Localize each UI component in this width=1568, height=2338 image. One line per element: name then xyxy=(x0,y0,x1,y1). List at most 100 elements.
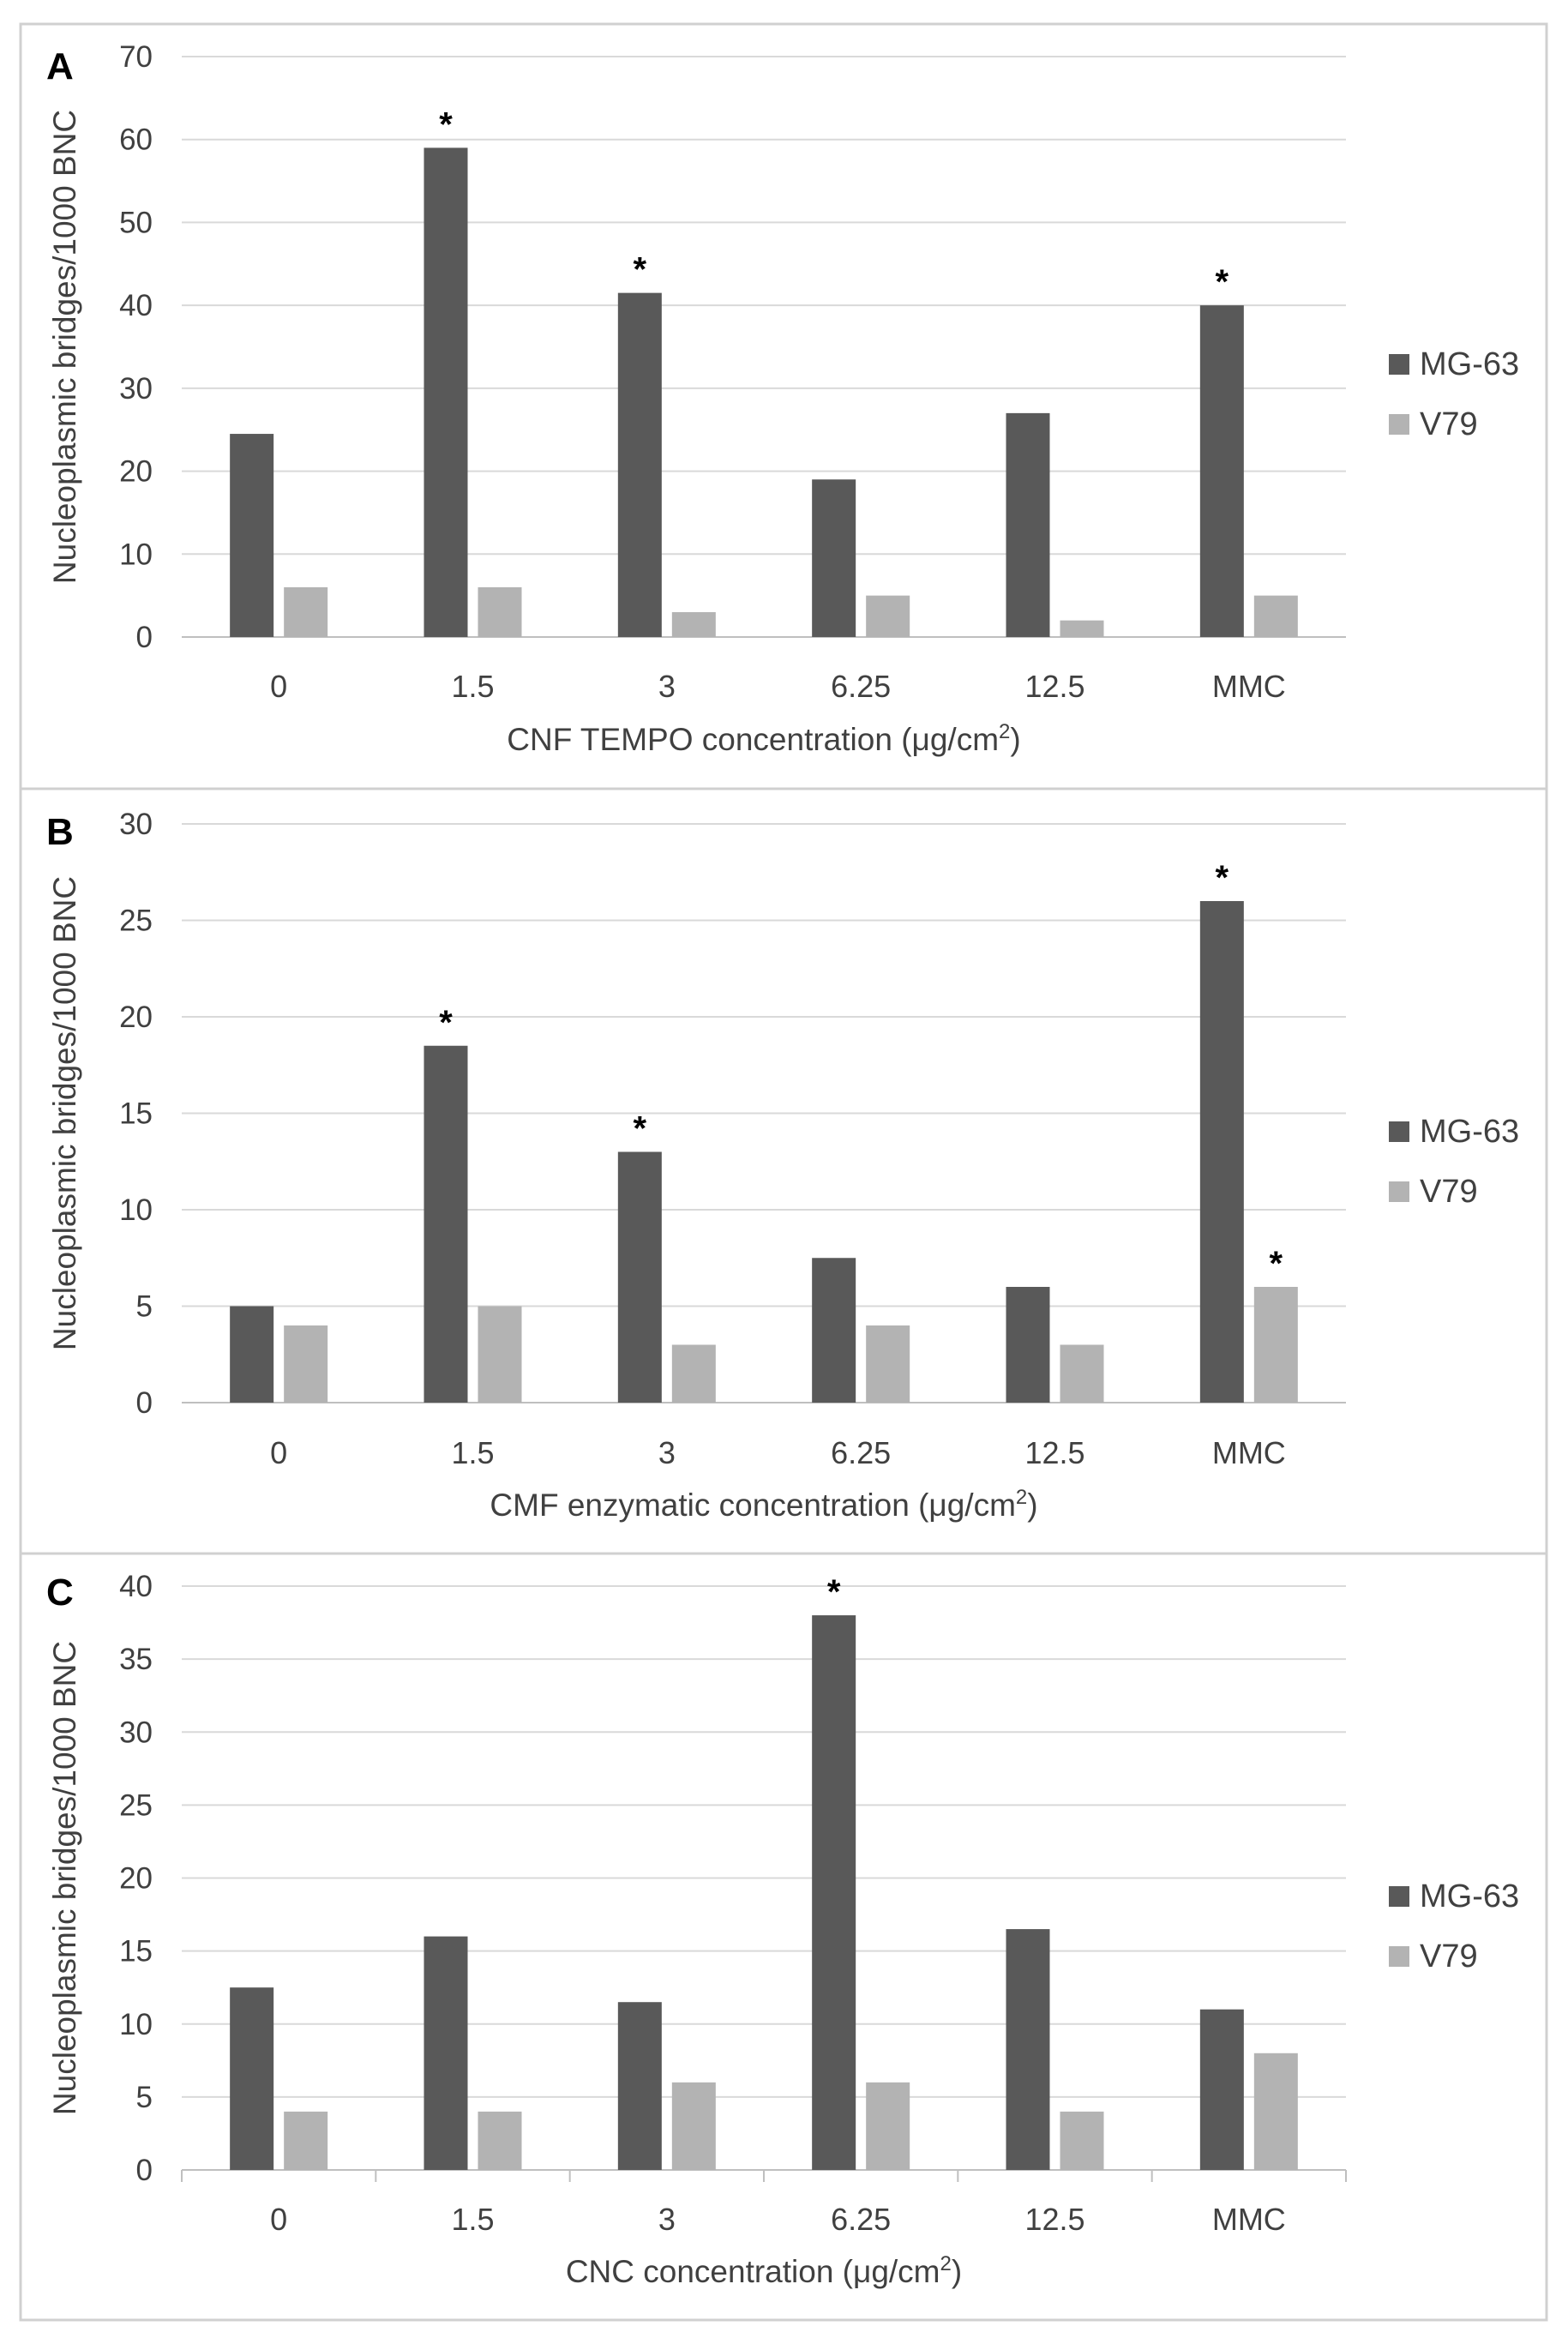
y-tick-label: 25 xyxy=(119,905,153,938)
x-tick-label: 3 xyxy=(658,2202,676,2237)
y-tick-label: 10 xyxy=(119,538,153,571)
legend: MG-63 V79 xyxy=(1389,1878,1519,1974)
y-axis-title: Nucleoplasmic bridges/1000 BNC xyxy=(47,1641,82,2115)
bar-mg63-0 xyxy=(230,434,274,637)
y-tick-label: 20 xyxy=(119,1862,153,1896)
legend-swatch xyxy=(1389,354,1409,375)
panel-c: C 0 5 10 15 20 25 30 35 40 * 0 1.5 3 6.25 12.5 MMC CNC co… xyxy=(19,1552,1548,2322)
bar-mg63-0 xyxy=(230,1306,274,1403)
y-tick-label: 40 xyxy=(119,289,153,322)
bar-v79-2 xyxy=(671,2082,716,2170)
panel-frame xyxy=(19,1552,1548,2322)
x-tick-label: MMC xyxy=(1212,2202,1286,2237)
bar-mg63-2 xyxy=(617,2002,662,2170)
legend-swatch xyxy=(1389,1181,1409,1202)
x-tick-label: 0 xyxy=(270,669,287,704)
x-tick-label: 1.5 xyxy=(451,2202,494,2237)
bar-v79-5 xyxy=(1253,2053,1298,2170)
panel-b: B 0 5 10 15 20 25 30 * * * * 0 1.5 3 6.25 12.5 MMC CMF enz… xyxy=(19,787,1548,1555)
significance-star: * xyxy=(439,105,453,143)
legend-label: V79 xyxy=(1420,1938,1478,1974)
bar-mg63-5 xyxy=(1199,2009,1244,2170)
legend-swatch xyxy=(1389,414,1409,435)
bar-mg63-3 xyxy=(812,1615,856,2170)
panel-frame xyxy=(19,787,1548,1555)
bar-mg63-4 xyxy=(1006,1287,1050,1403)
legend-swatch xyxy=(1389,1946,1409,1967)
bar-mg63-1 xyxy=(424,1936,468,2170)
bar-v79-0 xyxy=(284,2111,328,2170)
bar-v79-4 xyxy=(1060,1344,1104,1403)
bar-v79-3 xyxy=(866,1325,910,1403)
bar-mg63-1 xyxy=(424,147,468,637)
legend-swatch xyxy=(1389,1886,1409,1907)
x-axis-title: CNC concentration (μg/cm2) xyxy=(566,2252,962,2289)
bar-mg63-4 xyxy=(1006,412,1050,637)
significance-star: * xyxy=(1216,263,1229,301)
x-tick-label: MMC xyxy=(1212,1435,1286,1470)
x-tick-label: MMC xyxy=(1212,669,1286,704)
legend: MG-63 V79 xyxy=(1389,1114,1519,1210)
y-tick-label: 35 xyxy=(119,1643,153,1676)
y-tick-label: 60 xyxy=(119,123,153,157)
y-tick-label: 20 xyxy=(119,455,153,489)
y-tick-label: 0 xyxy=(136,621,153,654)
x-tick-label: 6.25 xyxy=(831,2202,891,2237)
bar-v79-1 xyxy=(478,2111,522,2170)
legend-label: V79 xyxy=(1420,406,1478,442)
y-tick-label: 15 xyxy=(119,1097,153,1131)
x-tick-label: 12.5 xyxy=(1024,2202,1084,2237)
bar-v79-2 xyxy=(671,1344,716,1403)
legend-swatch xyxy=(1389,1121,1409,1142)
y-tick-label: 30 xyxy=(119,808,153,841)
x-tick-label: 0 xyxy=(270,2202,287,2237)
y-tick-label: 50 xyxy=(119,206,153,239)
y-tick-label: 70 xyxy=(119,40,153,74)
y-tick-label: 20 xyxy=(119,1001,153,1034)
y-tick-label: 0 xyxy=(136,1386,153,1420)
x-tick-label: 0 xyxy=(270,1435,287,1470)
y-tick-label: 5 xyxy=(136,1290,153,1324)
y-tick-label: 30 xyxy=(119,1716,153,1749)
x-tick-label: 6.25 xyxy=(831,1435,891,1470)
x-tick-label: 6.25 xyxy=(831,669,891,704)
significance-star: * xyxy=(634,251,647,289)
x-tick-label: 3 xyxy=(658,669,676,704)
legend: MG-63 V79 xyxy=(1389,346,1519,442)
x-axis-title: CMF enzymatic concentration (μg/cm2) xyxy=(490,1486,1037,1523)
y-tick-label: 10 xyxy=(119,2008,153,2041)
bar-v79-5 xyxy=(1253,595,1298,637)
significance-star: * xyxy=(1270,1245,1283,1283)
panel-a: A 0 10 20 30 40 50 60 70 * * * 0 1.5 3 6.25 12.5 MMC CNF T… xyxy=(19,22,1548,790)
x-tick-label: 1.5 xyxy=(451,669,494,704)
panel-label: C xyxy=(46,1572,74,1614)
x-tick-label: 12.5 xyxy=(1024,1435,1084,1470)
y-tick-label: 0 xyxy=(136,2154,153,2187)
bar-v79-4 xyxy=(1060,620,1104,637)
panel-label: A xyxy=(46,45,74,87)
bar-v79-3 xyxy=(866,595,910,637)
y-axis-title: Nucleoplasmic bridges/1000 BNC xyxy=(47,876,82,1350)
bar-v79-0 xyxy=(284,1325,328,1403)
bar-mg63-2 xyxy=(617,292,662,637)
y-axis-title: Nucleoplasmic bridges/1000 BNC xyxy=(47,110,82,584)
x-tick-label: 1.5 xyxy=(451,1435,494,1470)
bar-mg63-5 xyxy=(1199,901,1244,1403)
bar-v79-0 xyxy=(284,586,328,637)
bar-v79-3 xyxy=(866,2082,910,2170)
y-tick-label: 15 xyxy=(119,1935,153,1968)
x-tick-label: 12.5 xyxy=(1024,669,1084,704)
legend-label: MG-63 xyxy=(1420,346,1519,382)
legend-label: MG-63 xyxy=(1420,1114,1519,1150)
bar-mg63-4 xyxy=(1006,1929,1050,2170)
bar-mg63-3 xyxy=(812,1258,856,1403)
bar-v79-1 xyxy=(478,586,522,637)
significance-star: * xyxy=(439,1004,453,1042)
y-tick-label: 10 xyxy=(119,1193,153,1227)
y-tick-label: 25 xyxy=(119,1788,153,1822)
significance-star: * xyxy=(1216,859,1229,897)
x-tick-label: 3 xyxy=(658,1435,676,1470)
significance-star: * xyxy=(634,1110,647,1148)
legend-label: V79 xyxy=(1420,1174,1478,1210)
